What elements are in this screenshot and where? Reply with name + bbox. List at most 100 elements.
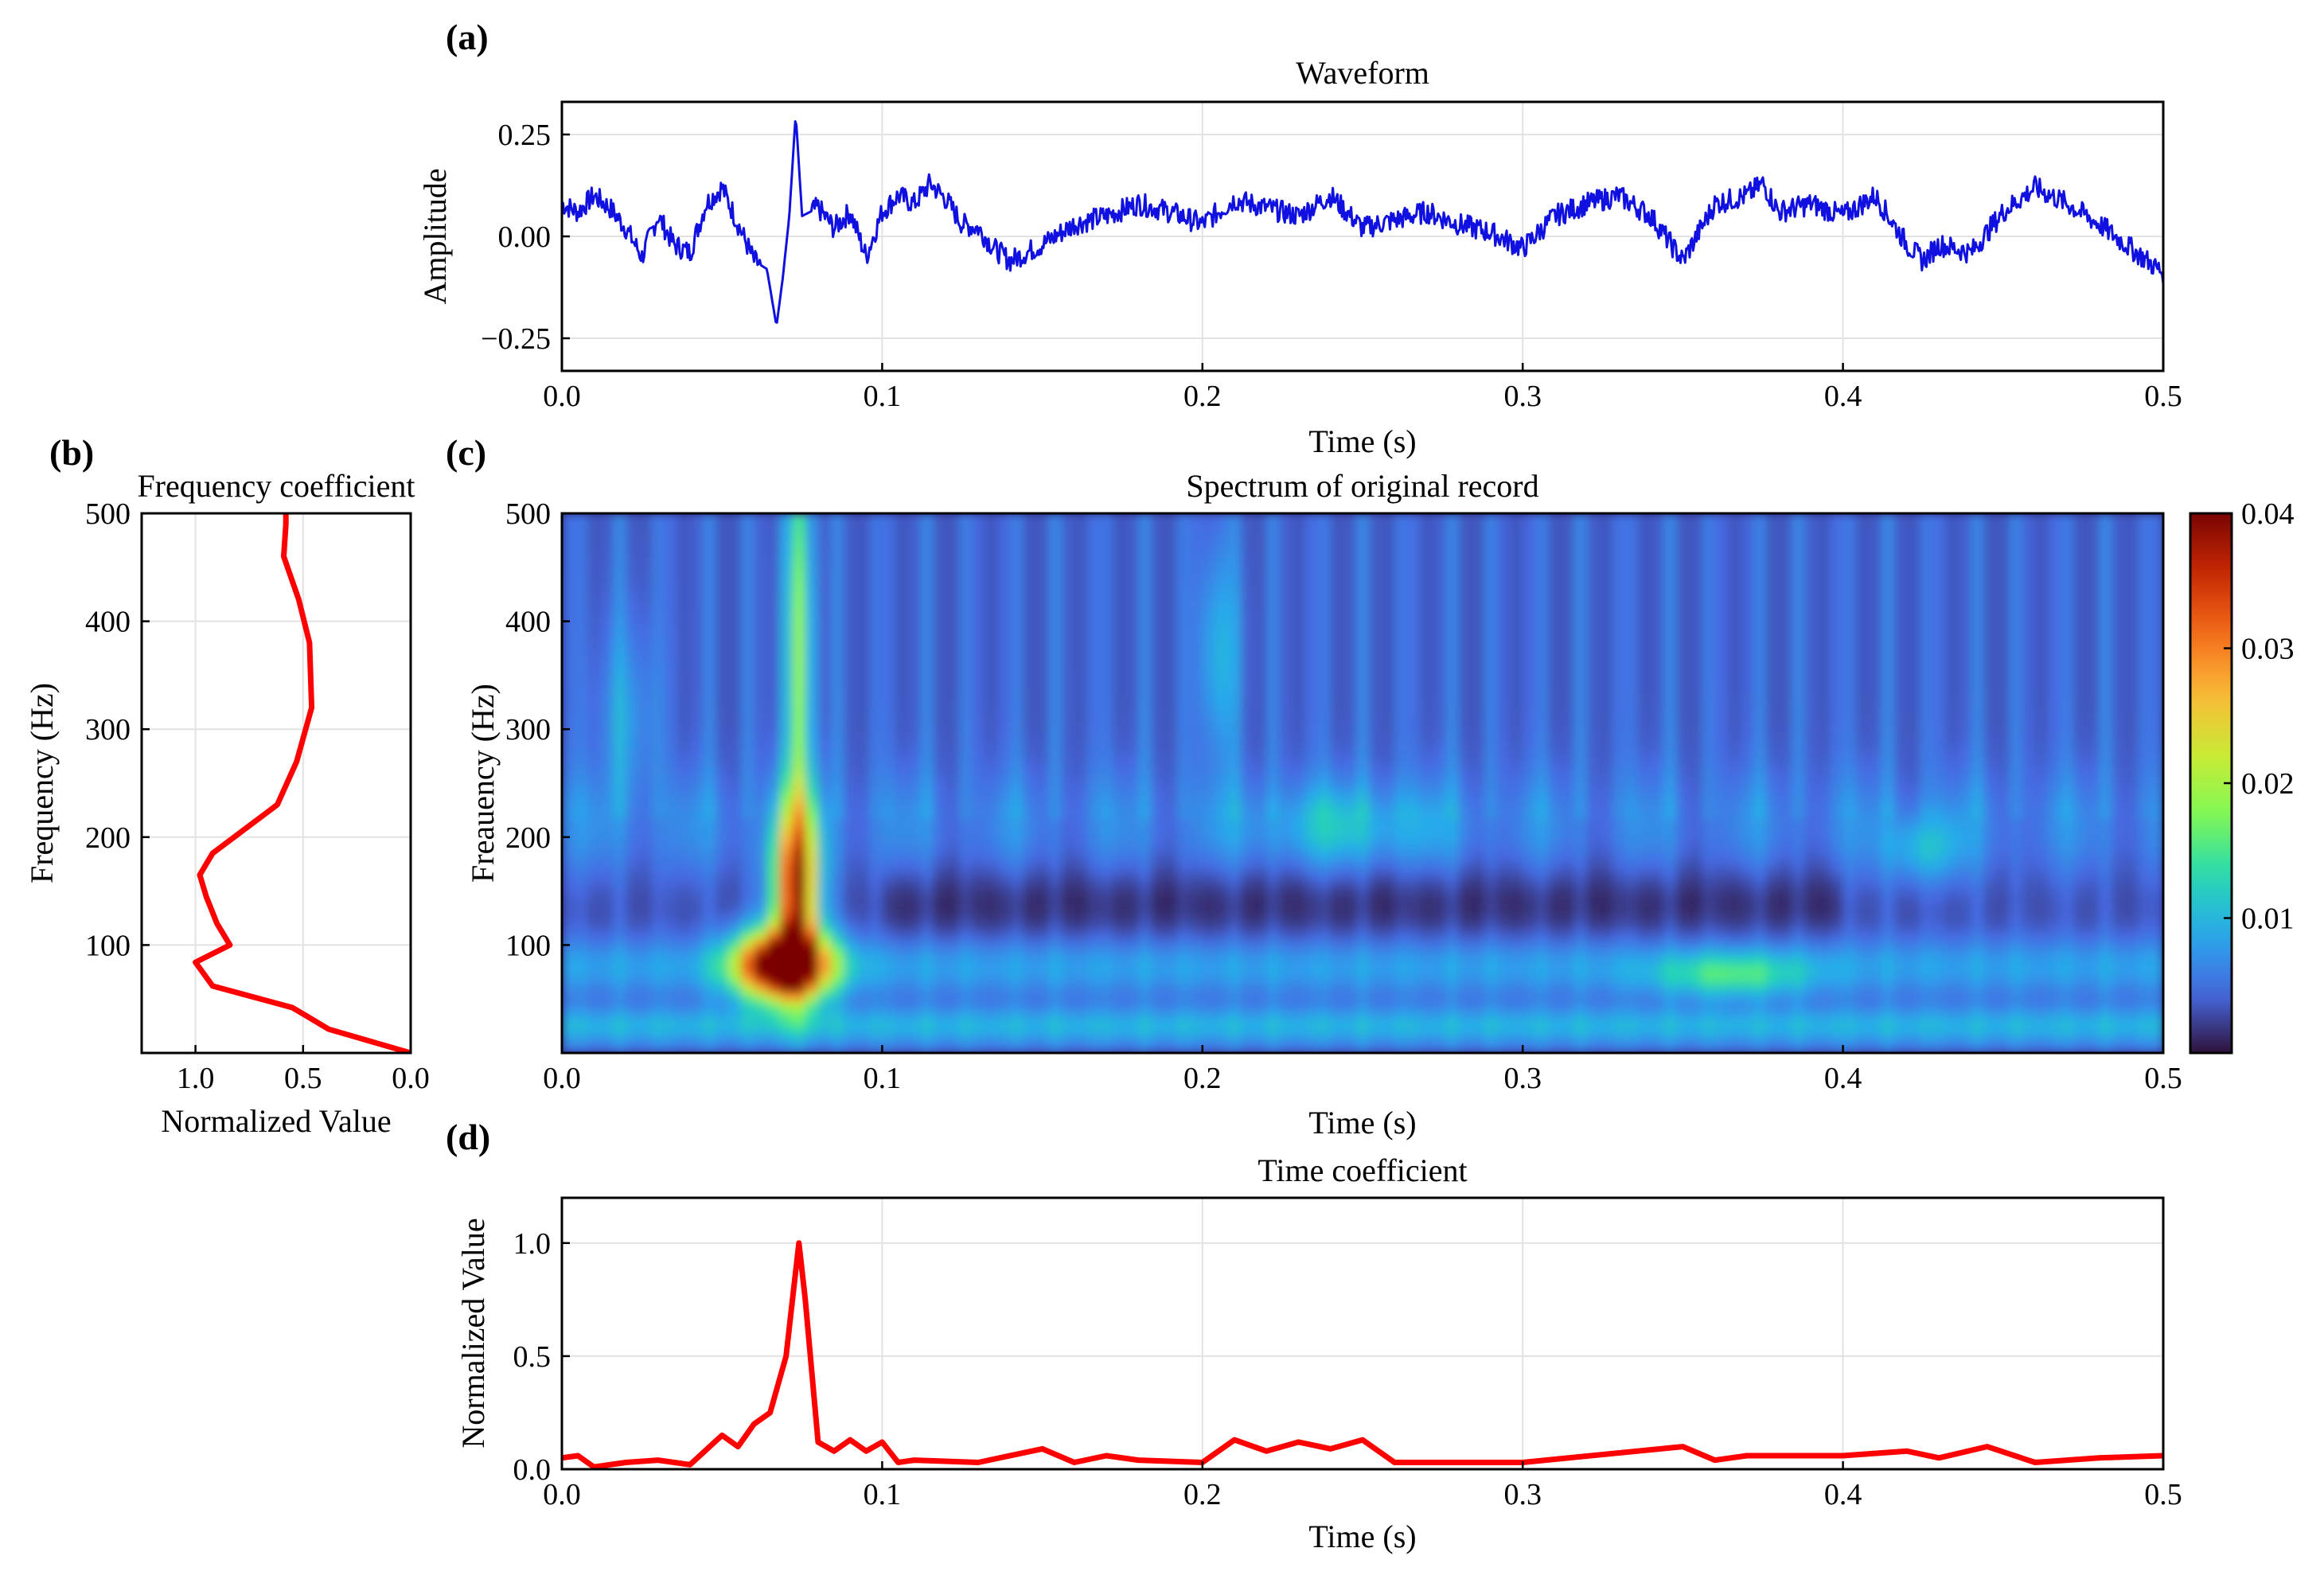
spectrum-cell <box>1189 800 1203 810</box>
spectrum-cell <box>1407 618 1421 627</box>
spectrum-cell <box>985 879 999 888</box>
panel-a-xtick-label: 0.1 <box>864 380 902 413</box>
spectrum-cell <box>703 974 716 985</box>
spectrum-cell <box>933 757 947 766</box>
spectrum-cell <box>1561 983 1575 993</box>
spectrum-cell <box>831 556 844 567</box>
spectrum-cell <box>1048 530 1063 540</box>
spectrum-cell <box>1394 948 1409 958</box>
spectrum-cell <box>831 879 844 888</box>
spectrum-cell <box>1074 669 1088 680</box>
spectrum-cell <box>600 930 614 941</box>
spectrum-cell <box>1343 635 1357 645</box>
spectrum-cell <box>1010 896 1024 906</box>
spectrum-cell <box>575 879 588 888</box>
panel-b-ytick-label: 400 <box>85 606 131 639</box>
spectrum-cell <box>1086 722 1101 732</box>
spectrum-cell <box>1433 600 1447 610</box>
spectrum-cell <box>766 513 781 523</box>
spectrum-cell <box>1176 696 1191 706</box>
spectrum-cell <box>1254 852 1268 863</box>
spectrum-cell <box>1369 965 1382 976</box>
spectrum-cell <box>1292 791 1306 801</box>
spectrum-cell <box>600 583 614 593</box>
spectrum-cell <box>613 905 627 914</box>
spectrum-cell <box>844 1018 857 1027</box>
spectrum-cell <box>1433 817 1447 828</box>
spectrum-cell <box>651 826 665 836</box>
spectrum-cell <box>741 983 755 993</box>
spectrum-cell <box>1035 1027 1050 1036</box>
spectrum-cell <box>1484 974 1498 985</box>
spectrum-cell <box>613 844 627 854</box>
spectrum-cell <box>1304 591 1319 602</box>
spectrum-cell <box>664 757 678 766</box>
spectrum-cell <box>638 513 653 523</box>
spectrum-cell <box>792 600 806 610</box>
spectrum-cell <box>1010 739 1024 749</box>
spectrum-cell <box>1228 800 1242 810</box>
spectrum-cell <box>805 922 819 932</box>
spectrum-cell <box>754 896 768 906</box>
spectrum-cell <box>920 556 934 567</box>
spectrum-cell <box>562 835 575 845</box>
spectrum-cell <box>1215 914 1229 923</box>
spectrum-cell <box>1176 521 1191 532</box>
spectrum-cell <box>1382 600 1395 610</box>
spectrum-cell <box>844 939 857 949</box>
spectrum-cell <box>1113 800 1126 810</box>
spectrum-cell <box>907 817 922 828</box>
spectrum-cell <box>1407 1009 1421 1019</box>
spectrum-cell <box>1535 930 1550 941</box>
spectrum-cell <box>1010 731 1024 741</box>
spectrum-cell <box>1561 887 1575 897</box>
spectrum-cell <box>1254 565 1268 575</box>
spectrum-cell <box>1010 548 1024 558</box>
spectrum-cell <box>1164 879 1178 888</box>
spectrum-cell <box>869 556 883 567</box>
spectrum-cell <box>1561 644 1575 653</box>
spectrum-cell <box>575 1044 588 1053</box>
spectrum-cell <box>754 809 768 819</box>
spectrum-cell <box>1548 609 1562 618</box>
spectrum-cell <box>1497 939 1511 949</box>
spectrum-cell <box>1304 887 1319 897</box>
spectrum-cell <box>1138 757 1152 766</box>
spectrum-cell <box>1471 922 1485 932</box>
spectrum-cell <box>985 687 999 697</box>
spectrum-cell <box>1228 635 1242 645</box>
spectrum-cell <box>1023 896 1037 906</box>
spectrum-cell <box>1510 661 1523 671</box>
spectrum-cell <box>1176 704 1191 715</box>
spectrum-cell <box>651 1009 665 1019</box>
spectrum-cell <box>703 905 716 914</box>
spectrum-cell <box>587 965 602 976</box>
spectrum-cell <box>766 835 781 845</box>
spectrum-cell <box>869 974 883 985</box>
spectrum-cell <box>1561 521 1575 532</box>
spectrum-cell <box>985 783 999 793</box>
spectrum-cell <box>1573 870 1588 880</box>
spectrum-cell <box>1266 974 1281 985</box>
spectrum-cell <box>613 583 627 593</box>
spectrum-cell <box>856 644 871 653</box>
spectrum-cell <box>1138 513 1152 523</box>
spectrum-cell <box>1074 731 1088 741</box>
spectrum-cell <box>1458 905 1472 914</box>
spectrum-cell <box>1151 1035 1165 1045</box>
spectrum-cell <box>1561 600 1575 610</box>
spectrum-cell <box>856 983 871 993</box>
spectrum-cell <box>1458 948 1472 958</box>
spectrum-cell <box>1420 530 1434 540</box>
spectrum-cell <box>1010 861 1024 871</box>
spectrum-cell <box>882 905 896 914</box>
spectrum-cell <box>728 766 743 775</box>
spectrum-cell <box>869 539 883 549</box>
spectrum-cell <box>1176 1000 1191 1011</box>
spectrum-cell <box>1356 618 1370 627</box>
spectrum-cell <box>1125 548 1140 558</box>
spectrum-cell <box>817 835 832 845</box>
spectrum-cell <box>728 687 743 697</box>
spectrum-cell <box>1241 548 1254 558</box>
spectrum-cell <box>1458 530 1472 540</box>
